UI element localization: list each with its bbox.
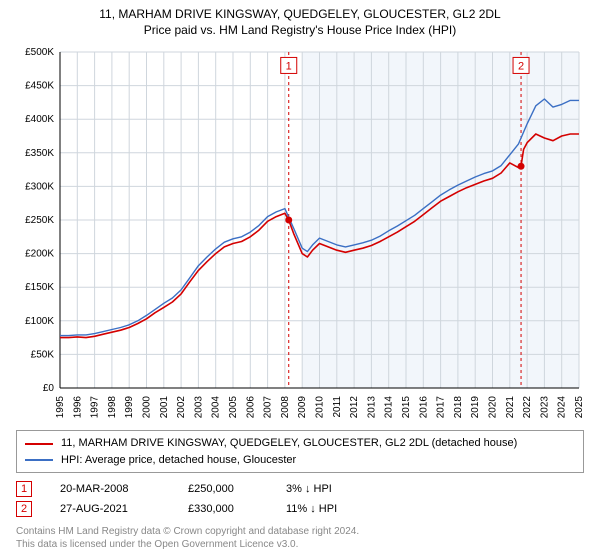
svg-text:£50K: £50K (31, 350, 55, 361)
legend: 11, MARHAM DRIVE KINGSWAY, QUEDGELEY, GL… (16, 430, 584, 473)
marker-price: £250,000 (188, 483, 258, 495)
svg-text:£450K: £450K (25, 81, 54, 92)
legend-label: 11, MARHAM DRIVE KINGSWAY, QUEDGELEY, GL… (61, 435, 517, 452)
marker-date: 27-AUG-2021 (60, 503, 160, 515)
svg-text:£100K: £100K (25, 316, 54, 327)
svg-text:£400K: £400K (25, 115, 54, 126)
legend-swatch (25, 443, 53, 445)
legend-item: 11, MARHAM DRIVE KINGSWAY, QUEDGELEY, GL… (25, 435, 575, 452)
svg-text:1998: 1998 (107, 396, 118, 419)
price-chart: £0 £50K £100K £150K £200K £250K £300K £350K £400… (12, 42, 587, 422)
svg-text:1995: 1995 (55, 396, 66, 419)
svg-text:£500K: £500K (25, 47, 54, 58)
marker-price: £330,000 (188, 503, 258, 515)
chart-title-address: 11, MARHAM DRIVE KINGSWAY, QUEDGELEY, GL… (12, 6, 588, 22)
svg-text:2010: 2010 (315, 396, 326, 419)
svg-text:1999: 1999 (124, 396, 135, 419)
svg-text:2021: 2021 (505, 396, 516, 419)
svg-text:2009: 2009 (297, 396, 308, 419)
svg-text:£200K: £200K (25, 249, 54, 260)
svg-text:2008: 2008 (280, 396, 291, 419)
attribution: Contains HM Land Registry data © Crown c… (16, 525, 584, 551)
svg-text:2014: 2014 (384, 396, 395, 419)
chart-title-subtitle: Price paid vs. HM Land Registry's House … (12, 22, 588, 38)
svg-text:2016: 2016 (418, 396, 429, 419)
svg-text:1: 1 (286, 61, 292, 73)
svg-text:2025: 2025 (574, 396, 585, 419)
svg-text:£250K: £250K (25, 215, 54, 226)
legend-label: HPI: Average price, detached house, Glou… (61, 452, 296, 469)
svg-text:2002: 2002 (176, 396, 187, 419)
svg-text:2022: 2022 (522, 396, 533, 419)
svg-text:2001: 2001 (159, 396, 170, 419)
marker-table: 1 20-MAR-2008 £250,000 3% ↓ HPI 2 27-AUG-2021… (16, 479, 584, 519)
svg-text:1997: 1997 (90, 396, 101, 419)
svg-text:2003: 2003 (193, 396, 204, 419)
legend-swatch (25, 459, 53, 461)
marker-badge: 2 (16, 501, 32, 517)
marker-pct: 11% ↓ HPI (286, 503, 386, 515)
marker-row: 1 20-MAR-2008 £250,000 3% ↓ HPI (16, 479, 584, 499)
svg-text:2020: 2020 (488, 396, 499, 419)
svg-text:2004: 2004 (211, 396, 222, 419)
svg-text:2006: 2006 (245, 396, 256, 419)
svg-text:£350K: £350K (25, 148, 54, 159)
svg-text:£150K: £150K (25, 283, 54, 294)
svg-text:2012: 2012 (349, 396, 360, 419)
chart-svg: £0 £50K £100K £150K £200K £250K £300K £350K £400… (12, 42, 587, 422)
svg-text:2018: 2018 (453, 396, 464, 419)
svg-text:2017: 2017 (436, 396, 447, 419)
svg-text:2013: 2013 (366, 396, 377, 419)
svg-text:2: 2 (518, 61, 524, 73)
attribution-line: This data is licensed under the Open Gov… (16, 538, 584, 551)
marker-pct: 3% ↓ HPI (286, 483, 386, 495)
svg-text:2023: 2023 (539, 396, 550, 419)
marker-date: 20-MAR-2008 (60, 483, 160, 495)
svg-text:2011: 2011 (332, 396, 343, 418)
svg-text:2007: 2007 (263, 396, 274, 419)
marker-row: 2 27-AUG-2021 £330,000 11% ↓ HPI (16, 499, 584, 519)
svg-text:2005: 2005 (228, 396, 239, 419)
svg-text:£0: £0 (43, 383, 55, 394)
svg-text:2000: 2000 (142, 396, 153, 419)
svg-text:2015: 2015 (401, 396, 412, 419)
svg-text:2019: 2019 (470, 396, 481, 419)
marker-badge: 1 (16, 481, 32, 497)
svg-text:£300K: £300K (25, 182, 54, 193)
legend-item: HPI: Average price, detached house, Glou… (25, 452, 575, 469)
svg-text:2024: 2024 (557, 396, 568, 419)
svg-text:1996: 1996 (72, 396, 83, 419)
attribution-line: Contains HM Land Registry data © Crown c… (16, 525, 584, 538)
